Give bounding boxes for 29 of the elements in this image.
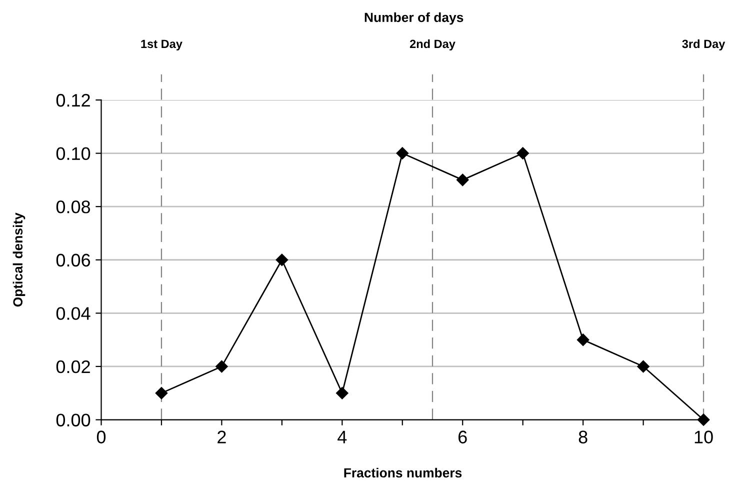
point — [155, 387, 168, 400]
y-tick-label: 0.06 — [56, 254, 90, 267]
point — [456, 174, 469, 186]
point — [336, 387, 348, 400]
x-tick-label: 8 — [578, 430, 588, 444]
chart-title: Number of days — [364, 12, 464, 25]
point — [516, 147, 529, 160]
point — [276, 254, 288, 266]
point — [576, 334, 590, 346]
point — [697, 414, 710, 426]
x-tick-label: 2 — [218, 430, 226, 444]
ref-line-label: 3rd Day — [682, 39, 726, 50]
y-tick-label: 0.02 — [56, 360, 90, 374]
ref-line-label: 1st Day — [141, 40, 182, 50]
x-tick-label: 10 — [694, 430, 713, 444]
ref-line-label: 2nd Day — [410, 39, 456, 50]
x-axis-title: Fractions numbers — [344, 468, 462, 478]
y-tick-label: 0.00 — [56, 414, 90, 426]
x-tick-label: 4 — [338, 430, 347, 444]
y-tick-label: 0.12 — [56, 94, 90, 107]
y-tick-label: 0.04 — [56, 307, 90, 320]
point — [216, 360, 228, 373]
point — [637, 360, 650, 373]
y-tick-label: 0.08 — [56, 200, 90, 214]
x-tick-label: 6 — [458, 430, 467, 444]
point — [396, 147, 408, 160]
y-tick-label: 0.10 — [56, 147, 90, 160]
y-axis-title: Optical density — [12, 212, 26, 307]
x-tick-label: 0 — [96, 430, 106, 444]
